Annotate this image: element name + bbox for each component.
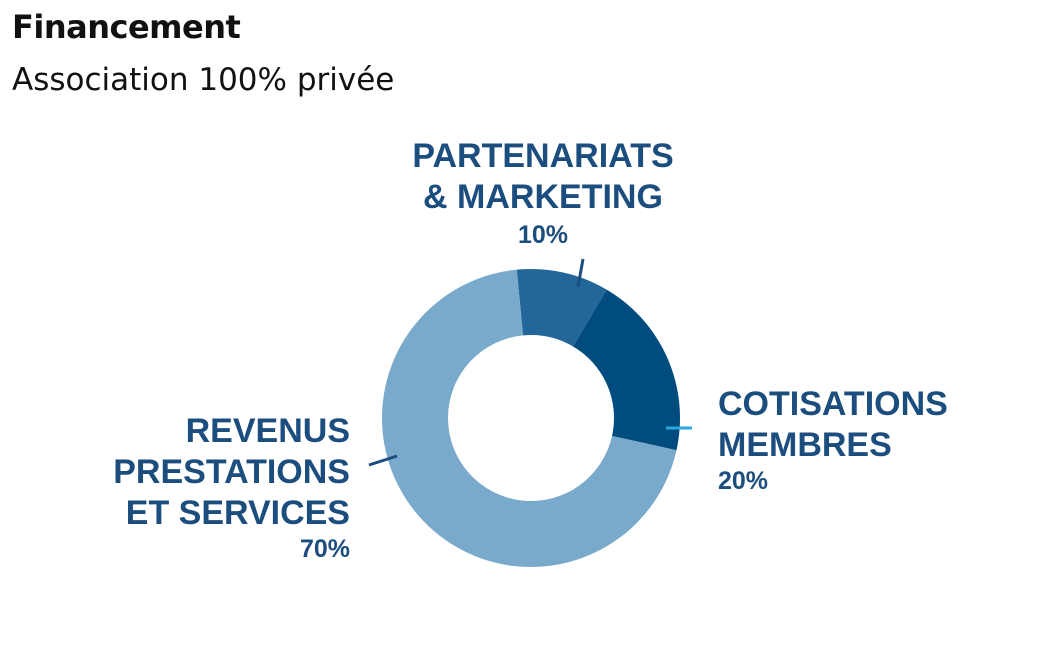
chart-title: Financement bbox=[12, 8, 241, 46]
slice-label-line: ET SERVICES bbox=[125, 494, 350, 532]
slice-revenus bbox=[382, 269, 677, 568]
slice-partenariats bbox=[516, 269, 607, 347]
slice-value-label: 10% bbox=[517, 221, 569, 249]
slice-label-line: PARTENARIATS bbox=[412, 137, 674, 175]
slice-label-revenus: REVENUS PRESTATIONS ET SERVICES 70% bbox=[80, 411, 350, 564]
slice-cotisations bbox=[573, 289, 680, 451]
leader-line-revenus bbox=[368, 454, 398, 467]
slice-label-line: REVENUS bbox=[185, 412, 350, 450]
slice-label-line: PRESTATIONS bbox=[113, 453, 350, 491]
slice-label-cotisations: COTISATIONS MEMBRES 20% bbox=[718, 384, 948, 496]
slice-label-partenariats: PARTENARIATS & MARKETING 10% bbox=[378, 136, 708, 250]
slice-value-label: 20% bbox=[718, 467, 769, 495]
leader-line-partenariats bbox=[576, 258, 585, 288]
slice-label-line: COTISATIONS bbox=[718, 385, 948, 423]
slice-label-line: & MARKETING bbox=[423, 178, 663, 216]
slice-value-label: 70% bbox=[299, 535, 350, 563]
chart-subtitle: Association 100% privée bbox=[12, 62, 395, 98]
slice-label-line: MEMBRES bbox=[718, 426, 892, 464]
